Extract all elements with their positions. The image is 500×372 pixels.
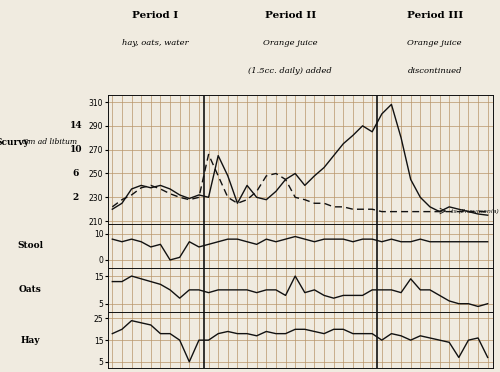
Text: discontinued: discontinued [408,67,462,75]
Text: Period III: Period III [406,11,463,20]
Text: 10: 10 [70,145,82,154]
Text: hay, oats, water: hay, oats, water [122,39,189,47]
Text: Hay: Hay [20,336,40,344]
Text: Scurvy: Scurvy [0,138,30,147]
Text: 6: 6 [72,169,79,178]
Text: 14: 14 [70,121,82,130]
Text: Period I: Period I [132,11,179,20]
Text: 2: 2 [72,193,79,202]
Text: Stool: Stool [17,241,43,250]
Text: Oats: Oats [18,285,42,294]
Text: Gm ad libitum: Gm ad libitum [22,138,78,147]
Text: Orange juice: Orange juice [408,39,462,47]
Text: (1.5cc. daily) added: (1.5cc. daily) added [248,67,332,75]
Text: Orange juice: Orange juice [263,39,318,47]
Text: Period II: Period II [265,11,316,20]
Text: ts (Pneumonia): ts (Pneumonia) [451,209,499,214]
